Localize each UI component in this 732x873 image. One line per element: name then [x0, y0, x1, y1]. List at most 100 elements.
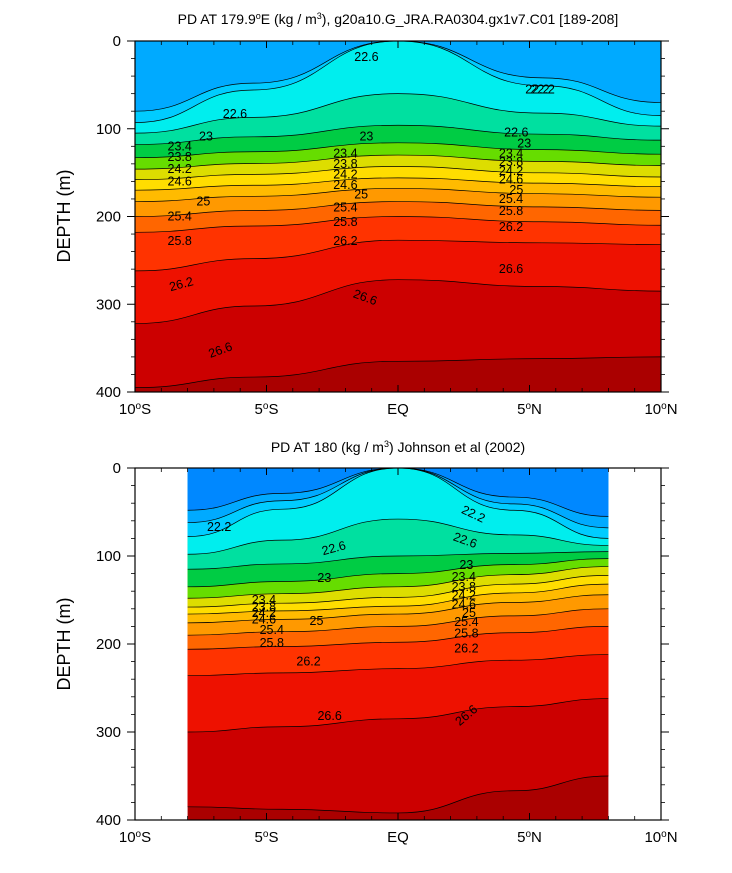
contour-label: 23.8 — [499, 155, 523, 169]
axis-ticks: 10oS 5oS EQ 5oN 10oN 0 100 200 300 400 — [96, 460, 678, 846]
contour-label: 22.2 — [207, 520, 231, 534]
contour-label: 25.4 — [333, 201, 357, 215]
contour-label: 26.6 — [317, 709, 341, 723]
contour-line-23.8 — [187, 566, 609, 599]
contour-label: 24.2 — [252, 606, 276, 620]
y-tick-label: 200 — [96, 636, 121, 653]
contour-line-25 — [187, 594, 609, 624]
contour-line-26.6 — [135, 279, 661, 324]
contour-label: 25 — [354, 188, 368, 202]
density-band-21.4 — [187, 468, 609, 517]
y-axis-label: DEPTH (m) — [54, 598, 74, 691]
contour-label: 22.6 — [354, 50, 378, 64]
contour-fills — [187, 468, 609, 820]
contour-lines — [187, 468, 609, 814]
axis-ticks: 10oS 5oS EQ 5oN 10oN 0 100 200 300 400 — [96, 33, 678, 418]
contour-line-26.2 — [135, 239, 661, 272]
contour-label: 24.2 — [168, 162, 192, 176]
panel-model-density: PD AT 179.9oE (kg / m3), g20a10.G_JRA.RA… — [54, 11, 678, 418]
contour-label: 25.4 — [260, 623, 284, 637]
y-tick-label: 300 — [96, 296, 121, 313]
contour-label: 26.2 — [296, 655, 320, 669]
x-tick-label: 10oS — [119, 829, 151, 847]
contour-label: 23.8 — [452, 580, 476, 594]
contour-line-26.6 — [187, 698, 609, 733]
contour-line-23 — [135, 124, 661, 145]
contour-line-27 — [135, 356, 661, 388]
contour-label: 24.6 — [252, 612, 276, 626]
contour-label: 26.2 — [333, 234, 357, 248]
x-tick-label: EQ — [387, 829, 409, 846]
contour-line-25 — [135, 188, 661, 202]
contour-line-26.2 — [187, 654, 609, 677]
contour-label: 22.6 — [504, 125, 528, 139]
contour-label: 25 — [462, 606, 476, 620]
contour-label: 23 — [459, 558, 473, 572]
contour-label: 23.8 — [252, 600, 276, 614]
contour-line-24.2 — [187, 575, 609, 608]
x-tick-label: 5oN — [517, 829, 542, 847]
contour-label: 24.2 — [499, 164, 523, 178]
x-tick-label: EQ — [387, 401, 409, 418]
contour-label: 22.2 — [530, 82, 554, 96]
contour-line-23 — [187, 551, 609, 570]
y-tick-label: 0 — [113, 460, 121, 477]
contour-line-23.8 — [135, 154, 661, 170]
contour-label: 25.4 — [168, 210, 192, 224]
contour-label: 25 — [310, 614, 324, 628]
contour-line-23.4 — [135, 142, 661, 159]
x-tick-label: 5oS — [255, 401, 279, 419]
contour-label: 24.2 — [333, 167, 357, 181]
panel-observed-density: PD AT 180 (kg / m3) Johnson et al (2002)… — [54, 439, 678, 846]
contour-label: 24.6 — [168, 174, 192, 188]
contour-label: 23.4 — [333, 146, 357, 160]
contour-label: 23.8 — [168, 150, 192, 164]
x-tick-label: 5oS — [255, 829, 279, 847]
contour-line-25.8 — [187, 626, 609, 650]
contour-label: 23.4 — [499, 146, 523, 160]
contour-label: 23.4 — [252, 593, 276, 607]
contour-label: 23 — [517, 137, 531, 151]
contour-line-23.4 — [187, 558, 609, 588]
y-tick-label: 200 — [96, 209, 121, 226]
y-tick-label: 0 — [113, 33, 121, 50]
contour-lines — [135, 41, 661, 388]
contour-label: 25 — [196, 195, 210, 209]
panel-title: PD AT 179.9oE (kg / m3), g20a10.G_JRA.RA… — [178, 11, 619, 27]
contour-label: 23 — [359, 130, 373, 144]
contour-label: 23.8 — [333, 157, 357, 171]
x-tick-label: 5oN — [517, 401, 542, 419]
contour-label: 24.6 — [499, 173, 523, 187]
contour-label: 24.6 — [333, 178, 357, 192]
panel-title: PD AT 180 (kg / m3) Johnson et al (2002) — [271, 439, 525, 455]
contour-line-24.6 — [135, 177, 661, 191]
y-tick-label: 300 — [96, 724, 121, 741]
contour-line-22.6 — [187, 518, 609, 555]
y-tick-label: 400 — [96, 384, 121, 401]
contour-label: 23 — [199, 130, 213, 144]
contour-label: 26.6 — [499, 262, 523, 276]
contour-label: 25.8 — [499, 204, 523, 218]
contour-label: 23.4 — [168, 139, 192, 153]
x-tick-label: 10oN — [644, 401, 677, 419]
contour-label: 26.2 — [499, 220, 523, 234]
contour-label: 26.2 — [454, 641, 478, 655]
contour-label: 25.8 — [168, 234, 192, 248]
contour-line-25.8 — [135, 216, 661, 233]
contour-line-27 — [187, 775, 609, 814]
contour-label: 24.2 — [452, 589, 476, 603]
contour-label: 25 — [509, 183, 523, 197]
contour-label: 25.8 — [333, 215, 357, 229]
contour-label: 25.8 — [260, 636, 284, 650]
contour-label: 26.2 — [168, 274, 195, 294]
contour-line-22.2 — [187, 468, 609, 539]
contour-line-24.2 — [135, 166, 661, 180]
contour-line-22.6 — [135, 93, 661, 134]
y-tick-label: 100 — [96, 121, 121, 138]
contour-line-25.4 — [187, 608, 609, 636]
contour-line-25.4 — [135, 201, 661, 217]
contour-label: 24.6 — [452, 597, 476, 611]
density-band-21.8 — [135, 41, 661, 112]
contour-label: 25.8 — [454, 626, 478, 640]
